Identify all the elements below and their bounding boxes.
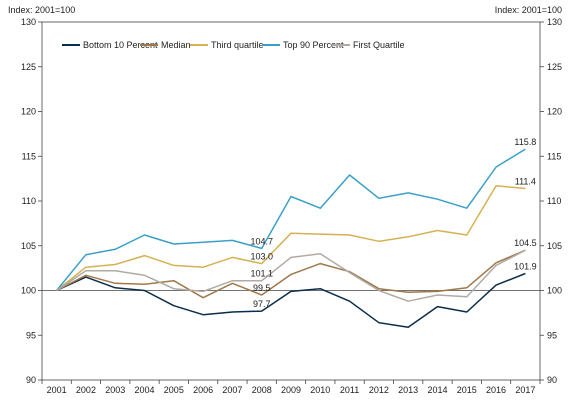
legend: Bottom 10 Percent Median Third quartile Top… (62, 40, 405, 50)
data-labels: 104.7 103.0 101.1 99.5 97.7 115.8 111.4 104.5 10… (250, 137, 536, 309)
x-tick-label: 2009 (281, 385, 301, 395)
series-line-top-90-percent (56, 148, 526, 291)
y-tick-label-right: 90 (547, 375, 557, 385)
legend-label: First Quartile (353, 40, 405, 50)
y-tick-label-right: 125 (547, 62, 562, 72)
x-tick-label: 2006 (193, 385, 213, 395)
data-label: 99.5 (253, 283, 271, 293)
y-tick-label-right: 120 (547, 107, 562, 117)
x-tick-label: 2002 (76, 385, 96, 395)
index-label-left: Index: 2001=100 (8, 5, 75, 15)
y-tick-label-left: 110 (22, 196, 36, 206)
legend-label: Third quartile (211, 40, 264, 50)
data-label: 101.9 (514, 261, 537, 271)
x-tick-label: 2005 (164, 385, 184, 395)
x-tick-label: 2015 (457, 385, 477, 395)
x-tick-label: 2008 (252, 385, 272, 395)
y-tick-label-left: 120 (21, 107, 36, 117)
series-line-bottom-10-percent (56, 272, 526, 328)
y-tick-label-left: 90 (26, 375, 36, 385)
x-tick-label: 2010 (310, 385, 330, 395)
y-tick-label-right: 100 (547, 286, 562, 296)
series-layer (56, 148, 526, 328)
axes: 90 90 95 95 100 100 105 105 110 110 115 115 120 120 12… (21, 17, 562, 395)
y-tick-label-right: 105 (547, 241, 562, 251)
y-tick-label-right: 115 (547, 151, 561, 161)
y-tick-label-left: 125 (21, 62, 36, 72)
legend-label: Top 90 Percent (283, 40, 344, 50)
data-label: 103.0 (250, 252, 273, 262)
data-label: 104.5 (514, 238, 537, 248)
series-line-median (56, 249, 526, 299)
legend-label: Median (161, 40, 191, 50)
y-tick-label-left: 115 (22, 151, 36, 161)
data-label: 101.1 (250, 269, 273, 279)
x-tick-label: 2003 (105, 385, 125, 395)
plot-frame (41, 21, 541, 381)
x-tick-label: 2011 (340, 385, 359, 395)
y-tick-label-left: 95 (26, 330, 36, 340)
x-tick-label: 2017 (515, 385, 535, 395)
x-tick-label: 2004 (135, 385, 155, 395)
y-tick-label-left: 130 (21, 17, 36, 27)
y-tick-label-left: 100 (21, 286, 36, 296)
series-line-first-quartile (56, 249, 526, 302)
data-label: 104.7 (250, 236, 273, 246)
x-tick-label: 2014 (427, 385, 447, 395)
index-label-right: Index: 2001=100 (495, 5, 562, 15)
data-label: 111.4 (515, 176, 536, 186)
data-label: 97.7 (253, 299, 271, 309)
y-tick-label-right: 110 (547, 196, 561, 206)
series-line-third-quartile (56, 185, 526, 292)
y-tick-label-right: 130 (547, 17, 562, 27)
x-tick-label: 2016 (486, 385, 506, 395)
x-tick-label: 2007 (222, 385, 242, 395)
y-tick-label-left: 105 (21, 241, 36, 251)
y-tick-label-right: 95 (547, 330, 557, 340)
x-tick-label: 2001 (47, 385, 67, 395)
x-tick-label: 2012 (369, 385, 389, 395)
legend-label: Bottom 10 Percent (83, 40, 158, 50)
data-label: 115.8 (514, 137, 536, 147)
x-tick-label: 2013 (398, 385, 418, 395)
